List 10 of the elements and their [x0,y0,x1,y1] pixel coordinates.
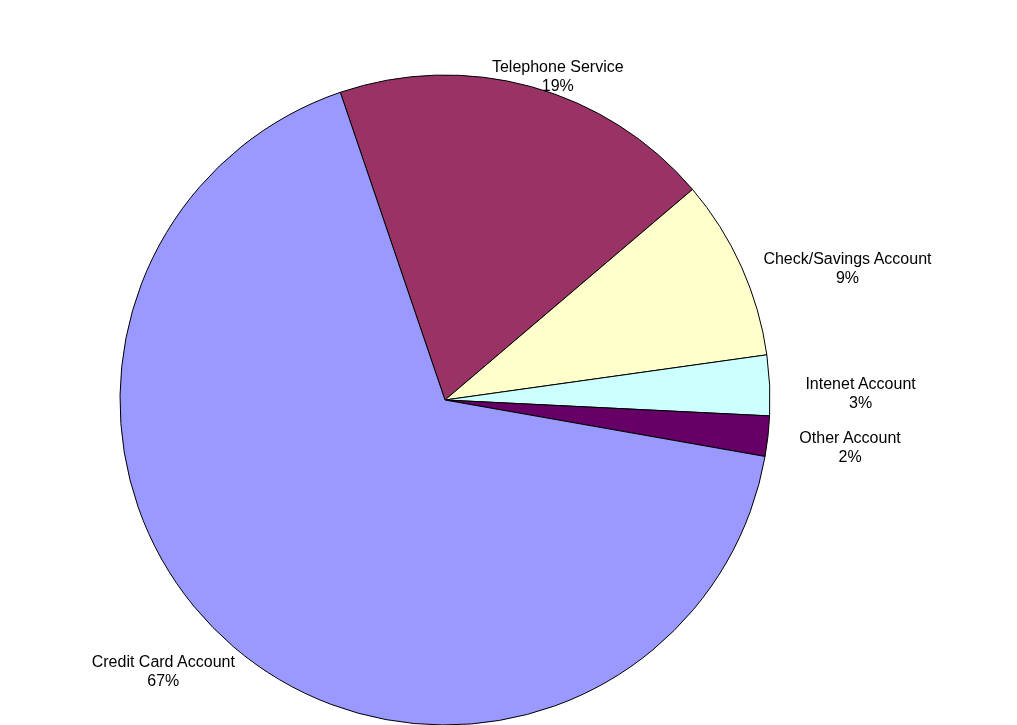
data-label: 2% [838,448,862,466]
data-label: 9% [835,268,860,286]
data-label: 3% [849,394,873,412]
slice-label: Other Account [799,429,902,447]
slice-label: Check/Savings Account [763,249,933,267]
data-label: 19% [541,77,574,95]
slice-label: Telephone Service [491,58,624,76]
data-label: 67% [147,671,180,689]
slice-label: Intenet Account [805,375,917,393]
slice-label: Credit Card Account [91,652,236,670]
